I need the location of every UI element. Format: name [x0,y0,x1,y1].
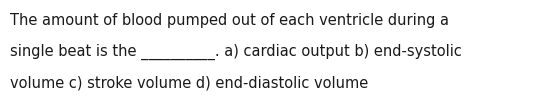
Text: volume c) stroke volume d) end-diastolic volume: volume c) stroke volume d) end-diastolic… [10,76,368,91]
Text: single beat is the __________. a) cardiac output b) end-systolic: single beat is the __________. a) cardia… [10,44,462,60]
Text: The amount of blood pumped out of each ventricle during a: The amount of blood pumped out of each v… [10,13,449,28]
